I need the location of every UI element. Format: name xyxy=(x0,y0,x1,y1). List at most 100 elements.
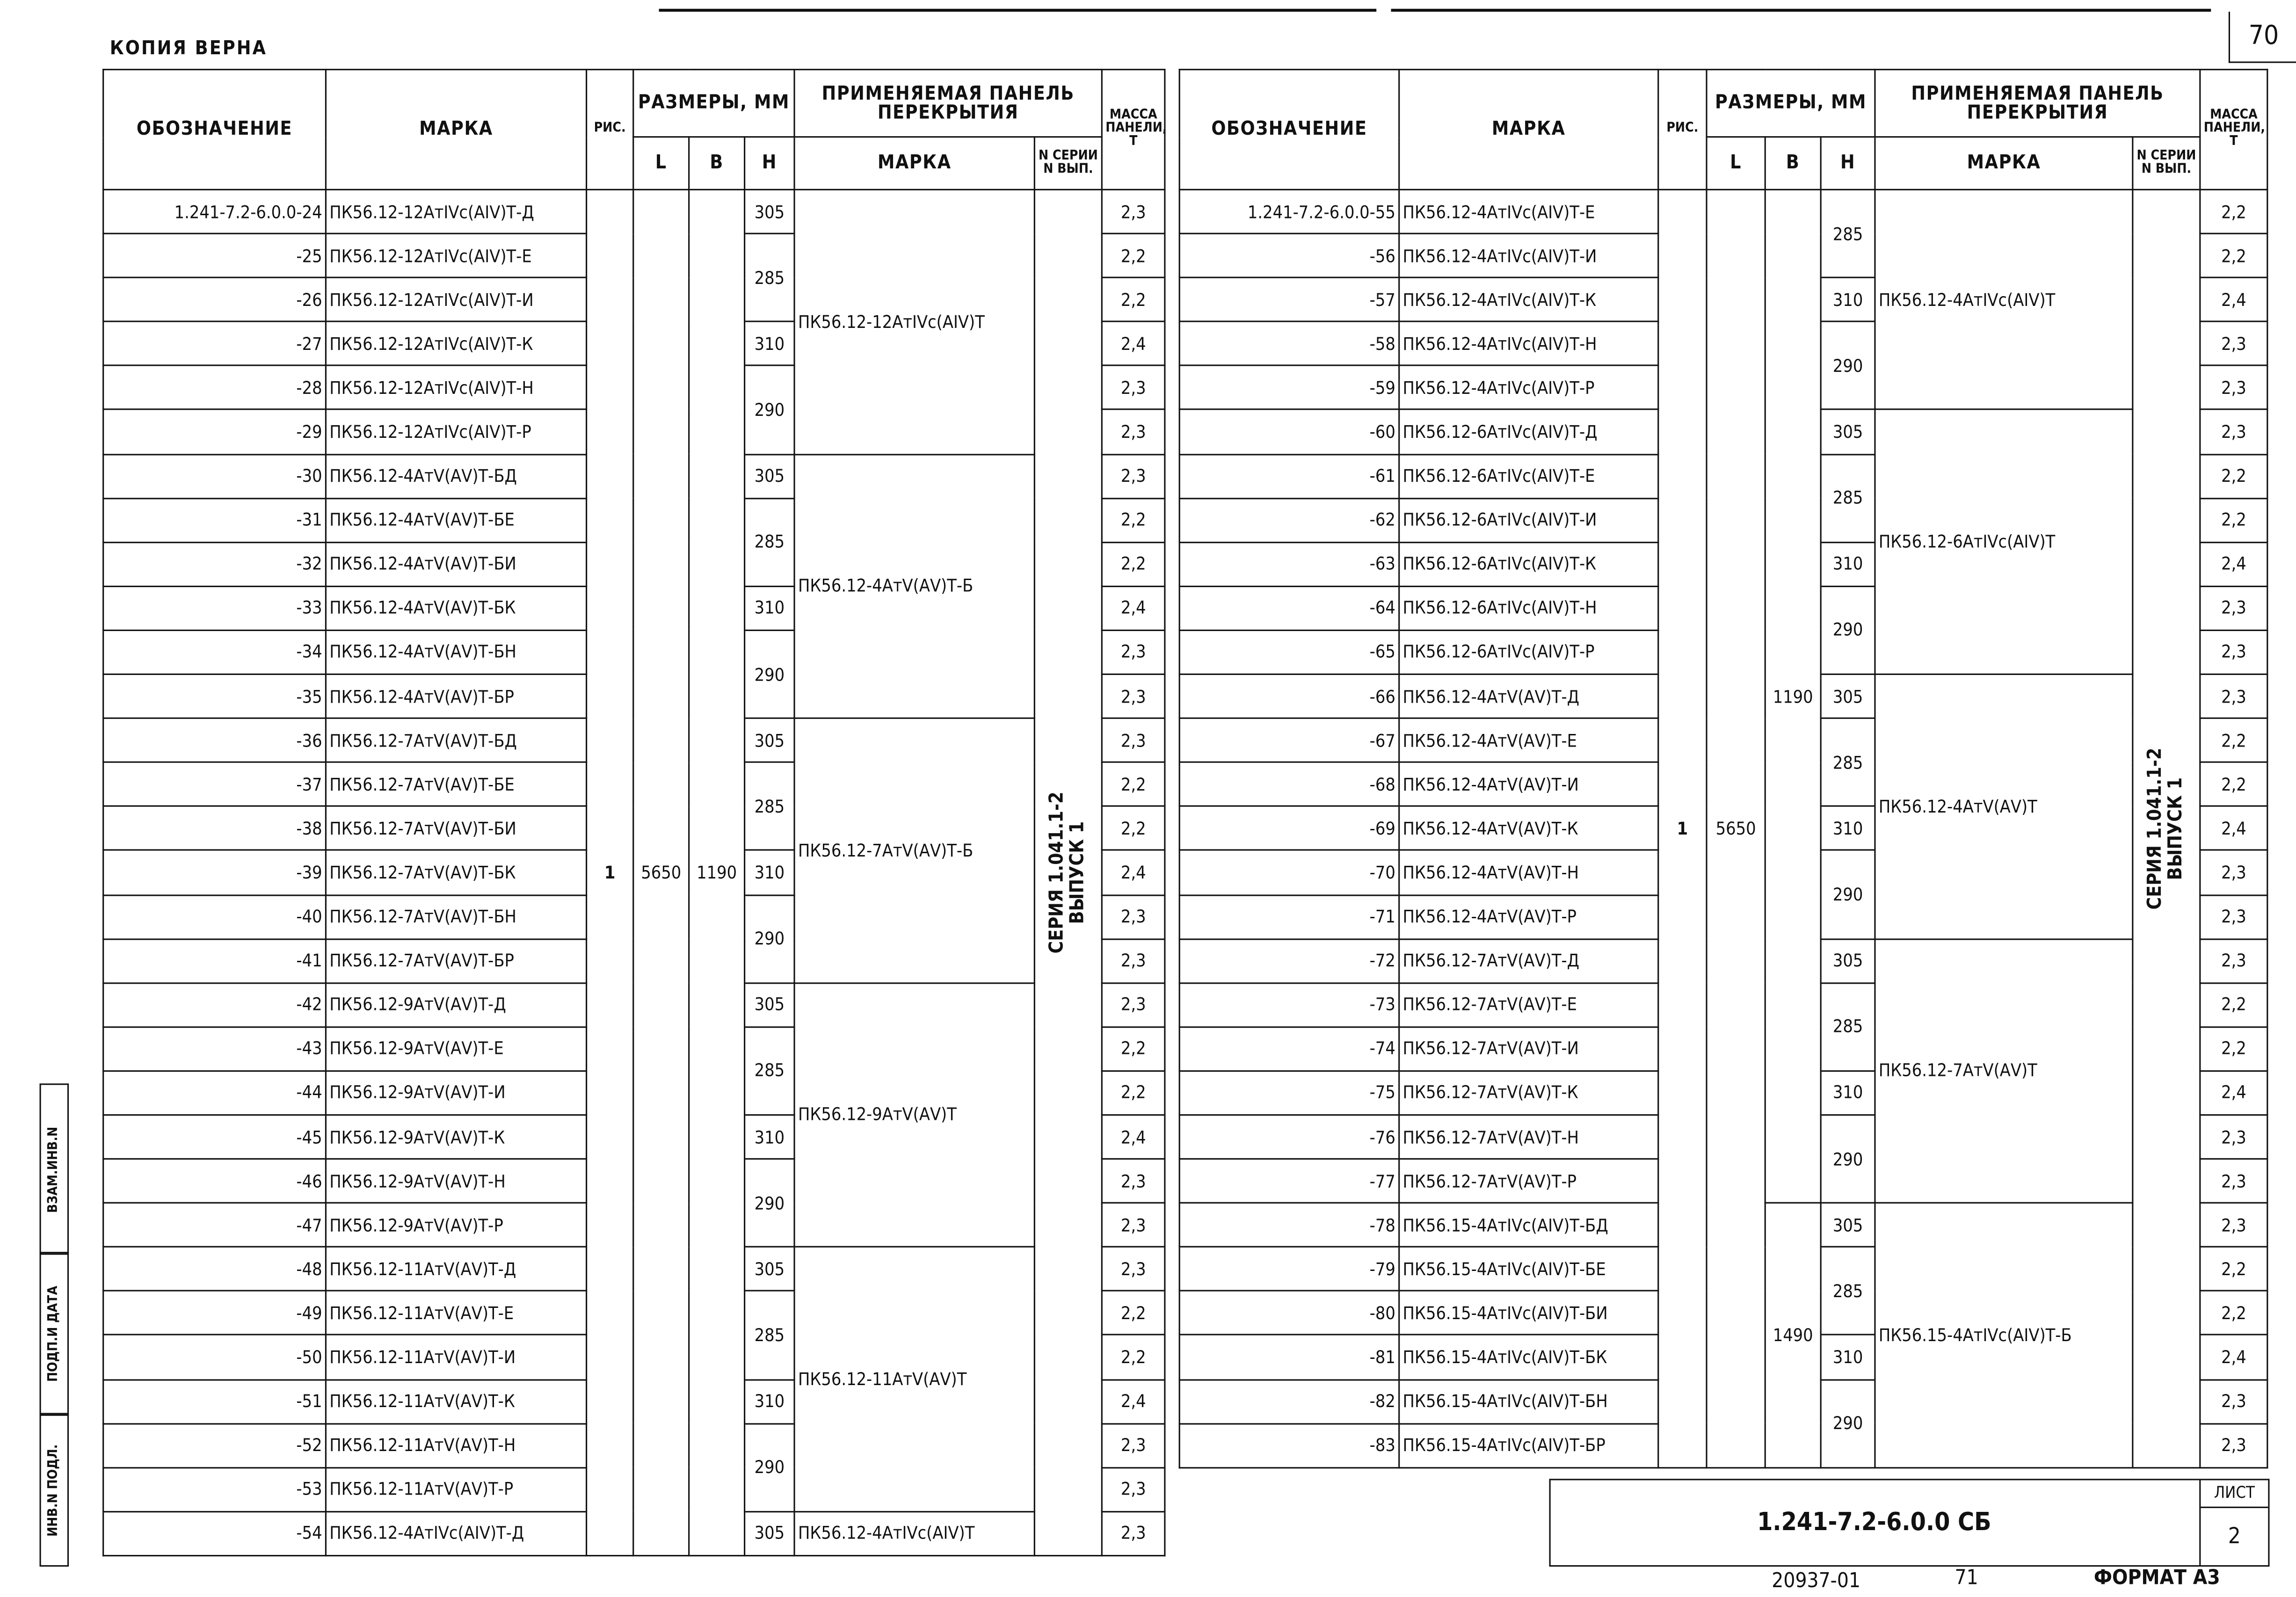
header-B: B xyxy=(688,136,746,190)
designation: -67 xyxy=(1178,718,1400,763)
table-row: -46 ПК56.12-9АтV(АV)Т-Н 290 2,3 xyxy=(102,1158,1166,1248)
mark: ПК56.12-7АтV(АV)Т-БИ xyxy=(325,806,588,851)
applied-panel-mark: ПК56.12-4АтV(АV)Т-Б xyxy=(793,453,1036,719)
header-figure: РИС. xyxy=(1657,69,1707,190)
designation: -60 xyxy=(1178,409,1400,455)
height-H: 310 xyxy=(744,321,795,367)
mark: ПК56.12-7АтV(АV)Т-БК xyxy=(325,849,588,895)
mark: ПК56.12-7АтV(АV)Т-Р xyxy=(1398,1158,1659,1204)
mark: ПК56.12-7АтV(АV)Т-БН xyxy=(325,893,588,940)
designation: -52 xyxy=(102,1423,327,1468)
width-B: 1190 xyxy=(688,189,746,1556)
mark: ПК56.12-7АтV(АV)Т-И xyxy=(1398,1026,1659,1072)
mass: 2,3 xyxy=(1101,893,1166,940)
height-H: 285 xyxy=(744,232,795,323)
mark: ПК56.12-6АтIVс(АIV)Т-Р xyxy=(1398,629,1659,675)
table-row: -44 ПК56.12-9АтV(АV)Т-И 2,2 xyxy=(102,1070,1166,1116)
paper-format: ФОРМАТ А3 xyxy=(2093,1567,2220,1590)
designation: -43 xyxy=(102,1026,327,1072)
designation: -45 xyxy=(102,1114,327,1160)
designation: -36 xyxy=(102,718,327,763)
designation: -74 xyxy=(1178,1026,1400,1072)
figure: 1 xyxy=(586,189,634,1556)
table-row: -76 ПК56.12-7АтV(АV)Т-Н 290 2,3 xyxy=(1178,1114,2268,1204)
mass: 2,3 xyxy=(1101,629,1166,675)
mark: ПК56.12-9АтV(АV)Т-Д xyxy=(325,982,588,1028)
header-L: L xyxy=(632,136,690,190)
header-applied-panel: ПРИМЕНЯЕМАЯ ПАНЕЛЬ ПЕРЕКРЫТИЯ xyxy=(793,69,1103,138)
table-row: -30 ПК56.12-4АтV(АV)Т-БД 305 ПК56.12-4АтV(А… xyxy=(102,453,1166,719)
header-applied-mark: МАРКА xyxy=(793,136,1036,190)
applied-panel-mark: ПК56.12-9АтV(АV)Т xyxy=(793,982,1036,1248)
table-row: -70 ПК56.12-4АтV(АV)Т-Н 290 2,3 xyxy=(1178,849,2268,940)
mark: ПК56.12-6АтIVс(АIV)Т-Н xyxy=(1398,585,1659,631)
sheet-label: ЛИСТ xyxy=(2201,1480,2268,1508)
table-row: -71 ПК56.12-4АтV(АV)Т-Р 2,3 xyxy=(1178,893,2268,940)
table-row: -32 ПК56.12-4АтV(АV)Т-БИ 2,2 xyxy=(102,541,1166,587)
header-designation: ОБОЗНАЧЕНИЕ xyxy=(1178,69,1400,190)
height-H: 290 xyxy=(744,629,795,719)
table-row: -79 ПК56.15-4АтIVс(АIV)Т-БЕ 285 2,2 xyxy=(1178,1246,2268,1336)
designation: -73 xyxy=(1178,982,1400,1028)
mass: 2,3 xyxy=(2199,409,2268,455)
mass: 2,3 xyxy=(2199,1423,2268,1468)
height-H: 305 xyxy=(744,453,795,499)
table-row: -68 ПК56.12-4АтV(АV)Т-И 2,2 xyxy=(1178,762,2268,807)
header-mass: МАССА ПАНЕЛИ, Т xyxy=(2199,69,2268,190)
mass: 2,2 xyxy=(2199,982,2268,1028)
designation: -27 xyxy=(102,321,327,367)
mass: 2,2 xyxy=(2199,453,2268,499)
table-row: -66 ПК56.12-4АтV(АV)Т-Д 305 ПК56.12-4АтV(АV… xyxy=(1178,673,2268,940)
table-row: -73 ПК56.12-7АтV(АV)Т-Е 285 2,2 xyxy=(1178,982,2268,1072)
mark: ПК56.12-4АтV(АV)Т-БР xyxy=(325,673,588,719)
title-block: 1.241-7.2-6.0.0 СБ ЛИСТ 2 xyxy=(1549,1479,2270,1567)
mass: 2,3 xyxy=(1101,1246,1166,1292)
table-row: -25 ПК56.12-12АтIVс(АIV)Т-Е 285 2,2 xyxy=(102,232,1166,323)
mass: 2,3 xyxy=(1101,1202,1166,1248)
mass: 2,2 xyxy=(2199,189,2268,235)
table-row: -83 ПК56.15-4АтIVс(АIV)Т-БР 2,3 xyxy=(1178,1423,2268,1468)
mass: 2,2 xyxy=(2199,232,2268,279)
mark: ПК56.12-4АтV(АV)Т-К xyxy=(1398,806,1659,851)
designation: -32 xyxy=(102,541,327,587)
table-row: 1.241-7.2-6.0.0-24 ПК56.12-12АтIVс(АIV)Т-… xyxy=(102,189,1166,1556)
mark: ПК56.12-6АтIVс(АIV)Т-Д xyxy=(1398,409,1659,455)
table-row: -78 ПК56.15-4АтIVс(АIV)Т-БД 1490 305 ПК56.15… xyxy=(1178,1202,2268,1468)
table-row: -33 ПК56.12-4АтV(АV)Т-БК 310 2,4 xyxy=(102,585,1166,631)
mass: 2,4 xyxy=(1101,585,1166,631)
issue-label: ВЫПУСК 1 xyxy=(1067,821,1089,924)
designation: -44 xyxy=(102,1070,327,1116)
table-row: -57 ПК56.12-4АтIVс(АIV)Т-К 310 2,4 xyxy=(1178,277,2268,323)
table-row: -81 ПК56.15-4АтIVс(АIV)Т-БК 310 2,4 xyxy=(1178,1334,2268,1380)
mass: 2,4 xyxy=(2199,541,2268,587)
mark: ПК56.12-4АтV(АV)Т-БН xyxy=(325,629,588,675)
side-stamp-inv-original: ИНВ.N ПОДЛ. xyxy=(39,1413,69,1567)
designation: -42 xyxy=(102,982,327,1028)
table-row: -62 ПК56.12-6АтIVс(АIV)Т-И 2,2 xyxy=(1178,497,2268,543)
height-H: 305 xyxy=(744,718,795,763)
header-series-issue: N СЕРИИ N ВЫП. xyxy=(1033,136,1103,190)
table-row: -48 ПК56.12-11АтV(АV)Т-Д 305 ПК56.12-11АтV(… xyxy=(102,1246,1166,1512)
height-H: 305 xyxy=(1820,673,1876,719)
height-H: 285 xyxy=(744,762,795,851)
header-mass: МАССА ПАНЕЛИ, Т xyxy=(1101,69,1166,190)
table-row: -31 ПК56.12-4АтV(АV)Т-БЕ 285 2,2 xyxy=(102,497,1166,587)
mark: ПК56.12-4АтIVс(АIV)Т-Р xyxy=(1398,365,1659,411)
applied-panel-mark: ПК56.15-4АтIVс(АIV)Т-Б xyxy=(1874,1202,2134,1468)
designation: -49 xyxy=(102,1290,327,1336)
mass: 2,3 xyxy=(2199,1378,2268,1424)
designation: -66 xyxy=(1178,673,1400,719)
designation: -64 xyxy=(1178,585,1400,631)
mass: 2,3 xyxy=(1101,1423,1166,1468)
height-H: 290 xyxy=(744,1158,795,1248)
mark: ПК56.12-4АтV(АV)Т-Д xyxy=(1398,673,1659,719)
mark: ПК56.12-9АтV(АV)Т-Н xyxy=(325,1158,588,1204)
mark: ПК56.12-4АтIVс(АIV)Т-Е xyxy=(1398,189,1659,235)
mass: 2,4 xyxy=(1101,321,1166,367)
designation: -79 xyxy=(1178,1246,1400,1292)
mass: 2,3 xyxy=(2199,629,2268,675)
header-figure: РИС. xyxy=(586,69,634,190)
designation: -25 xyxy=(102,232,327,279)
height-H: 285 xyxy=(744,1290,795,1380)
height-H: 290 xyxy=(1820,585,1876,675)
